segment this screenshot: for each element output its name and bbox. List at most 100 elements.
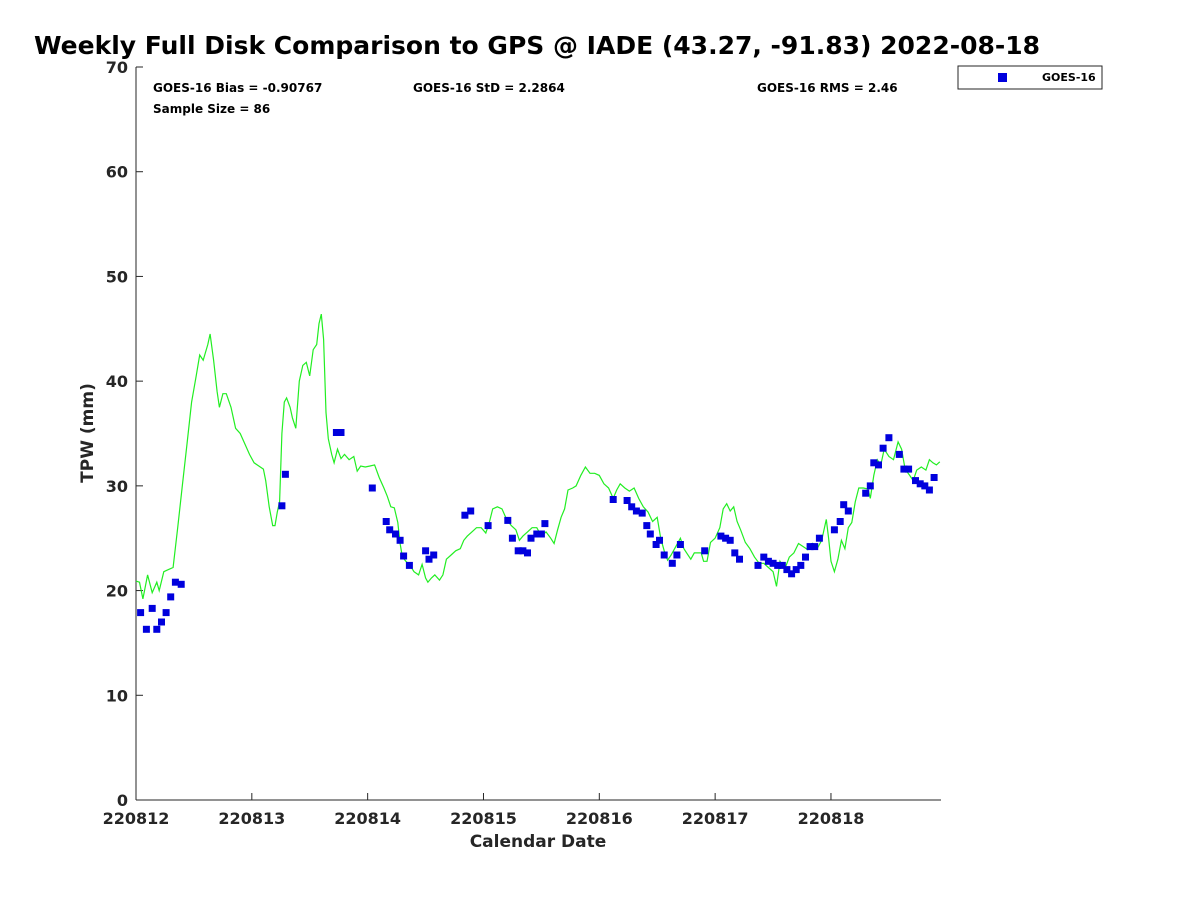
y-tick-label: 60: [106, 163, 128, 182]
x-axis-label: Calendar Date: [470, 832, 607, 852]
goes16-point: [162, 609, 170, 617]
goes16-point: [900, 465, 908, 473]
goes16-point: [332, 429, 340, 436]
goes16-point: [386, 526, 394, 534]
goes16-point: [537, 530, 545, 538]
goes16-point: [875, 461, 882, 469]
goes16-point: [337, 429, 345, 436]
goes16-point: [806, 543, 814, 551]
goes16-point: [430, 551, 438, 559]
x-tick-label: 220818: [798, 809, 865, 828]
goes16-point: [656, 536, 663, 544]
goes16-point: [392, 530, 399, 538]
goes16-point: [866, 482, 874, 490]
bias-stat: GOES-16 Bias = -0.90767: [153, 81, 322, 95]
y-tick-label: 40: [106, 372, 128, 391]
series-layer: [135, 313, 941, 633]
goes16-point: [628, 503, 636, 511]
goes16-point: [527, 534, 535, 542]
goes16-point: [609, 496, 617, 503]
goes16-point: [646, 530, 654, 538]
goes16-point: [844, 507, 852, 515]
goes16-point: [802, 553, 809, 561]
goes16-point: [158, 618, 165, 626]
goes16-point: [467, 507, 475, 515]
goes16-point: [840, 501, 848, 509]
gps-tpw-line: [135, 313, 941, 600]
goes16-point: [541, 520, 549, 528]
goes16-point: [142, 625, 150, 633]
x-tick-label: 220813: [218, 809, 285, 828]
goes16-point: [153, 625, 161, 633]
goes16-point: [623, 497, 631, 504]
plot-area: 0 10 20 30 40 50 60 70 220812 220813 220814 220815…: [103, 58, 941, 828]
y-tick-label: 70: [106, 58, 128, 77]
goes16-point: [171, 578, 179, 586]
y-tick-label: 20: [106, 582, 128, 601]
goes16-point: [382, 518, 390, 525]
y-tick-label: 50: [106, 267, 128, 286]
goes16-point: [870, 459, 878, 467]
goes16-point: [461, 511, 469, 519]
x-tick-label: 220812: [103, 809, 170, 828]
goes16-point: [912, 477, 919, 485]
goes16-point: [701, 547, 709, 555]
goes16-point: [643, 522, 651, 530]
goes16-point: [137, 609, 145, 617]
goes16-point: [885, 434, 893, 442]
goes16-point: [519, 547, 527, 555]
goes16-point: [632, 507, 640, 515]
goes16-point: [508, 534, 516, 542]
goes16-point: [668, 559, 676, 567]
goes16-point: [778, 561, 786, 569]
goes16-point: [673, 551, 681, 559]
goes16-point: [484, 522, 492, 530]
goes16-point: [400, 552, 408, 560]
std-stat: GOES-16 StD = 2.2864: [413, 81, 565, 95]
goes16-point: [278, 502, 286, 510]
goes16-point: [774, 561, 782, 569]
goes16-point: [930, 474, 938, 481]
goes16-point: [764, 557, 772, 565]
y-tick-label: 0: [117, 791, 128, 810]
goes16-point: [405, 561, 413, 569]
goes16-point: [769, 559, 777, 567]
goes16-point: [830, 526, 838, 534]
goes16-point: [726, 536, 734, 544]
goes16-point: [177, 580, 185, 588]
x-tick-label: 220817: [682, 809, 749, 828]
goes16-point: [925, 486, 933, 494]
goes16-point: [717, 532, 725, 540]
goes16-point: [895, 450, 903, 458]
goes16-point: [731, 549, 739, 557]
chart-title: Weekly Full Disk Comparison to GPS @ IAD…: [34, 31, 1040, 60]
y-tick-label: 10: [106, 686, 128, 705]
goes16-point: [760, 553, 768, 561]
goes16-point: [396, 536, 404, 544]
legend-box: [957, 65, 1103, 90]
goes16-point: [921, 482, 929, 490]
goes16-point: [533, 530, 541, 538]
goes16-point: [811, 543, 819, 551]
goes16-point: [815, 534, 823, 542]
goes16-point: [652, 541, 660, 548]
goes16-point: [836, 518, 844, 525]
x-tick-label: 220814: [334, 809, 401, 828]
goes16-point: [916, 480, 924, 488]
goes16-point: [797, 561, 805, 569]
y-axis-ticks: 0 10 20 30 40 50 60 70: [106, 58, 143, 810]
goes16-point: [514, 547, 522, 555]
goes16-point: [425, 555, 433, 563]
legend-marker-goes16: [998, 73, 1007, 82]
goes16-point: [783, 566, 791, 574]
goes16-point: [281, 470, 289, 478]
x-tick-label: 220815: [450, 809, 517, 828]
goes16-point: [660, 551, 668, 559]
goes16-point: [638, 509, 646, 517]
legend: GOES-16: [957, 65, 1103, 90]
x-tick-label: 220816: [566, 809, 633, 828]
goes16-point: [905, 465, 913, 473]
sample-size-stat: Sample Size = 86: [153, 102, 270, 116]
legend-label-goes16: GOES-16: [1042, 71, 1096, 84]
